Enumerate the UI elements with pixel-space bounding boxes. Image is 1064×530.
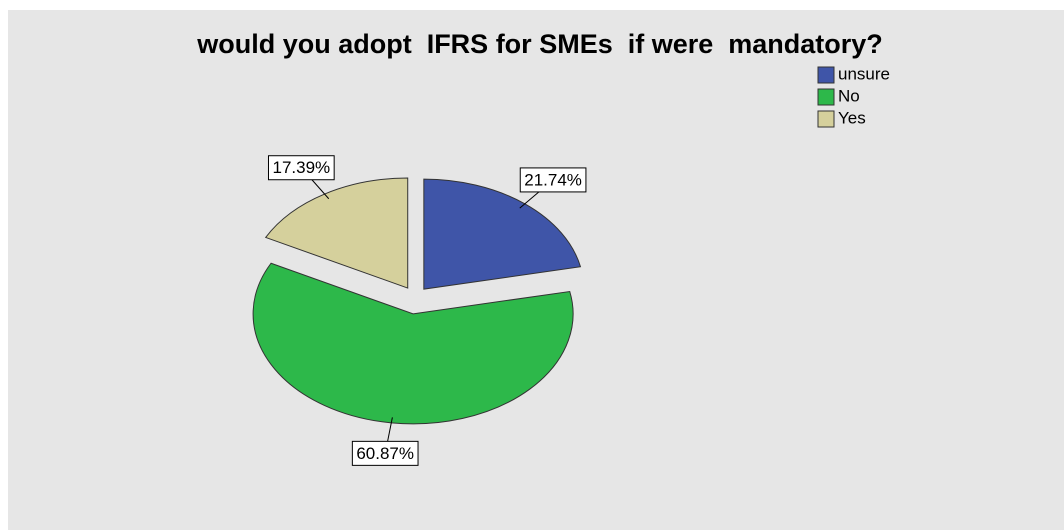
value-label: 17.39% — [272, 158, 330, 177]
legend-swatch — [817, 66, 835, 84]
chart-title: would you adopt IFRS for SMEs if were ma… — [196, 29, 883, 59]
legend-text: Yes — [838, 108, 866, 127]
value-label-box — [519, 167, 587, 193]
value-label-box — [351, 440, 419, 466]
value-label-box — [267, 155, 335, 181]
value-label: 60.87% — [356, 444, 414, 463]
legend-swatch — [817, 110, 835, 128]
legend-text: No — [838, 86, 860, 105]
legend-swatch — [817, 88, 835, 106]
value-label-group: 21.74% — [519, 167, 587, 193]
legend-text: unsure — [838, 64, 890, 83]
value-label-group: 17.39% — [267, 155, 335, 181]
value-label: 21.74% — [524, 170, 582, 189]
value-label-group: 60.87% — [351, 440, 419, 466]
